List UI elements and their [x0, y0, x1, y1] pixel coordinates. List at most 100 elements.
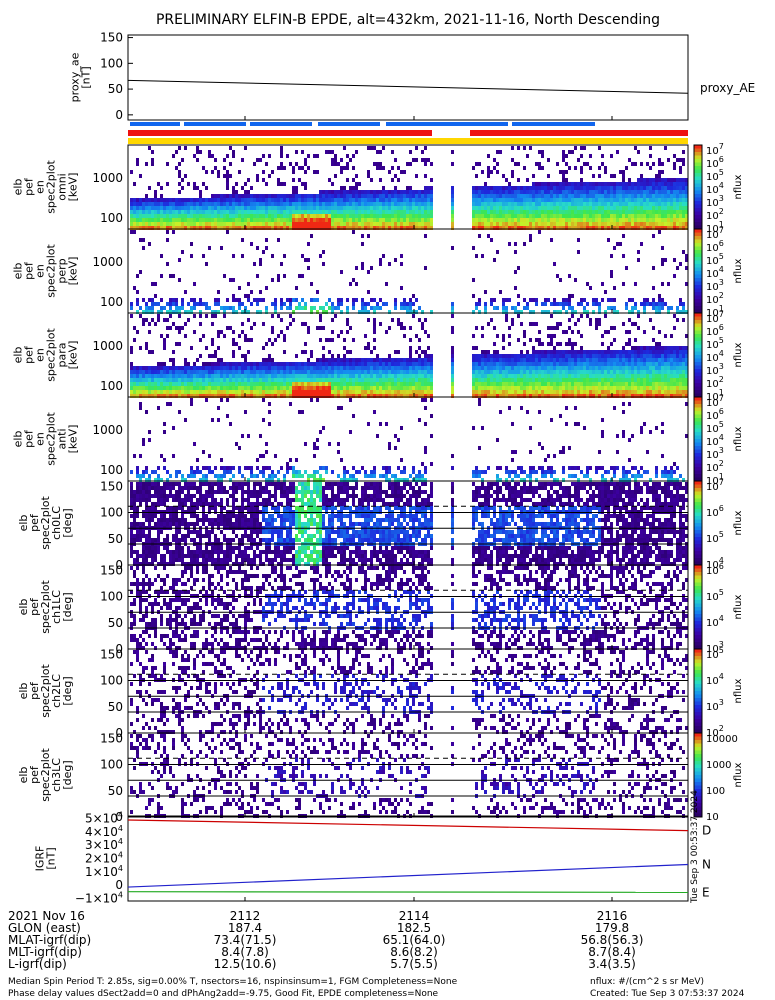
spectrogram-cell	[658, 342, 661, 346]
spectrogram-cell	[553, 366, 556, 370]
spectrogram-cell	[190, 242, 193, 246]
spectrogram-cell	[205, 198, 208, 202]
spectrogram-cell	[490, 390, 493, 394]
spectrogram-cell	[577, 206, 580, 210]
spectrogram-cell	[667, 350, 670, 354]
spectrogram-cell	[409, 218, 412, 222]
spectrogram-cell	[376, 198, 379, 202]
spectrogram-cell	[502, 366, 505, 370]
spectrogram-cell	[262, 394, 265, 398]
spectrogram-cell	[169, 226, 172, 230]
spectrogram-cell	[553, 210, 556, 214]
spectrogram-cell	[676, 222, 679, 226]
spectrogram-cell	[310, 298, 313, 302]
spectrogram-cell	[538, 222, 541, 226]
spectrogram-cell	[658, 358, 661, 362]
spectrogram-cell	[340, 390, 343, 394]
spectrogram-cell	[298, 198, 301, 202]
spectrogram-cell	[640, 350, 643, 354]
spectrogram-cell	[151, 198, 154, 202]
spectrogram-cell	[298, 374, 301, 378]
spectrogram-cell	[157, 378, 160, 382]
spectrogram-cell	[493, 202, 496, 206]
spectrogram-cell	[430, 202, 433, 206]
spectrogram-cell	[286, 218, 289, 222]
spectrogram-cell	[634, 358, 637, 362]
spectrogram-cell	[481, 374, 484, 378]
spectrogram-cell	[160, 366, 163, 370]
spectrogram-cell	[304, 370, 307, 374]
spectrogram-cell	[232, 202, 235, 206]
spectrogram-cell	[550, 194, 553, 198]
spectrogram-cell	[325, 226, 328, 230]
spectrogram-cell	[373, 226, 376, 230]
spectrogram-cell	[169, 210, 172, 214]
spectrogram-cell	[655, 222, 658, 226]
spectrogram-cell	[607, 370, 610, 374]
spectrogram-cell	[175, 326, 178, 330]
proxy-ae-ytick: 100	[100, 56, 123, 70]
spectrogram-cell	[238, 334, 241, 338]
spectrogram-cell	[514, 218, 517, 222]
spectrogram-cell	[130, 374, 133, 378]
spectrogram-cell	[682, 306, 685, 310]
spectrogram-cell	[166, 302, 169, 306]
spectrogram-cell	[535, 202, 538, 206]
spectrogram-cell	[544, 310, 547, 314]
spectrogram-cell	[403, 218, 406, 222]
spectrogram-cell	[382, 302, 385, 306]
spectrogram-cell	[262, 366, 265, 370]
spectrogram-cell	[520, 350, 523, 354]
spectrogram-cell	[490, 366, 493, 370]
spectrogram-cell	[478, 218, 481, 222]
spectrogram-cell	[364, 202, 367, 206]
spectrogram-cell	[529, 222, 532, 226]
spectrogram-cell	[211, 338, 214, 342]
spectrogram-cell	[478, 194, 481, 198]
spectrogram-cell	[337, 382, 340, 386]
spectrogram-cell	[337, 358, 340, 362]
spectrogram-cell	[574, 182, 577, 186]
spectrogram-cell	[316, 394, 319, 398]
spectrogram-cell	[349, 362, 352, 366]
spectrogram-cell	[613, 378, 616, 382]
spectrogram-cell	[166, 202, 169, 206]
spectrogram-cell	[268, 362, 271, 366]
spectrogram-cell	[355, 386, 358, 390]
colorbar-segment	[694, 372, 702, 377]
spectrogram-cell	[655, 306, 658, 310]
spectrogram-cell	[181, 306, 184, 310]
spectrogram-cell	[556, 214, 559, 218]
spectrogram-cell	[265, 386, 268, 390]
spectrogram-cell	[583, 182, 586, 186]
spectrogram-cell	[676, 382, 679, 386]
spectrogram-cell	[145, 198, 148, 202]
spectrogram-cell	[238, 222, 241, 226]
spectrogram-cell	[334, 374, 337, 378]
spectrogram-cell	[541, 202, 544, 206]
spectrogram-cell	[229, 362, 232, 366]
spectrogram-cell	[154, 374, 157, 378]
spectrogram-cell	[391, 358, 394, 362]
spectrogram-cell	[451, 306, 454, 310]
spectrogram-cell	[325, 150, 328, 154]
spectrogram-cell	[202, 382, 205, 386]
spectrogram-cell	[166, 326, 169, 330]
spectrogram-cell	[679, 214, 682, 218]
spectrogram-cell	[676, 362, 679, 366]
spectrogram-cell	[289, 390, 292, 394]
spectrogram-cell	[379, 390, 382, 394]
spectrogram-cell	[676, 218, 679, 222]
spectrogram-cell	[535, 186, 538, 190]
spectrogram-cell	[628, 390, 631, 394]
colorbar-tick: 101	[706, 388, 724, 403]
spectrogram-cell	[682, 198, 685, 202]
spectrogram-cell	[421, 390, 424, 394]
spectrogram-cell	[601, 334, 604, 338]
spectrogram-cell	[223, 382, 226, 386]
spectrogram-cell	[640, 386, 643, 390]
spectrogram-cell	[547, 174, 550, 178]
spectrogram-cell	[166, 318, 169, 322]
spectrogram-cell	[340, 190, 343, 194]
colorbar-tick: 106	[706, 323, 724, 338]
